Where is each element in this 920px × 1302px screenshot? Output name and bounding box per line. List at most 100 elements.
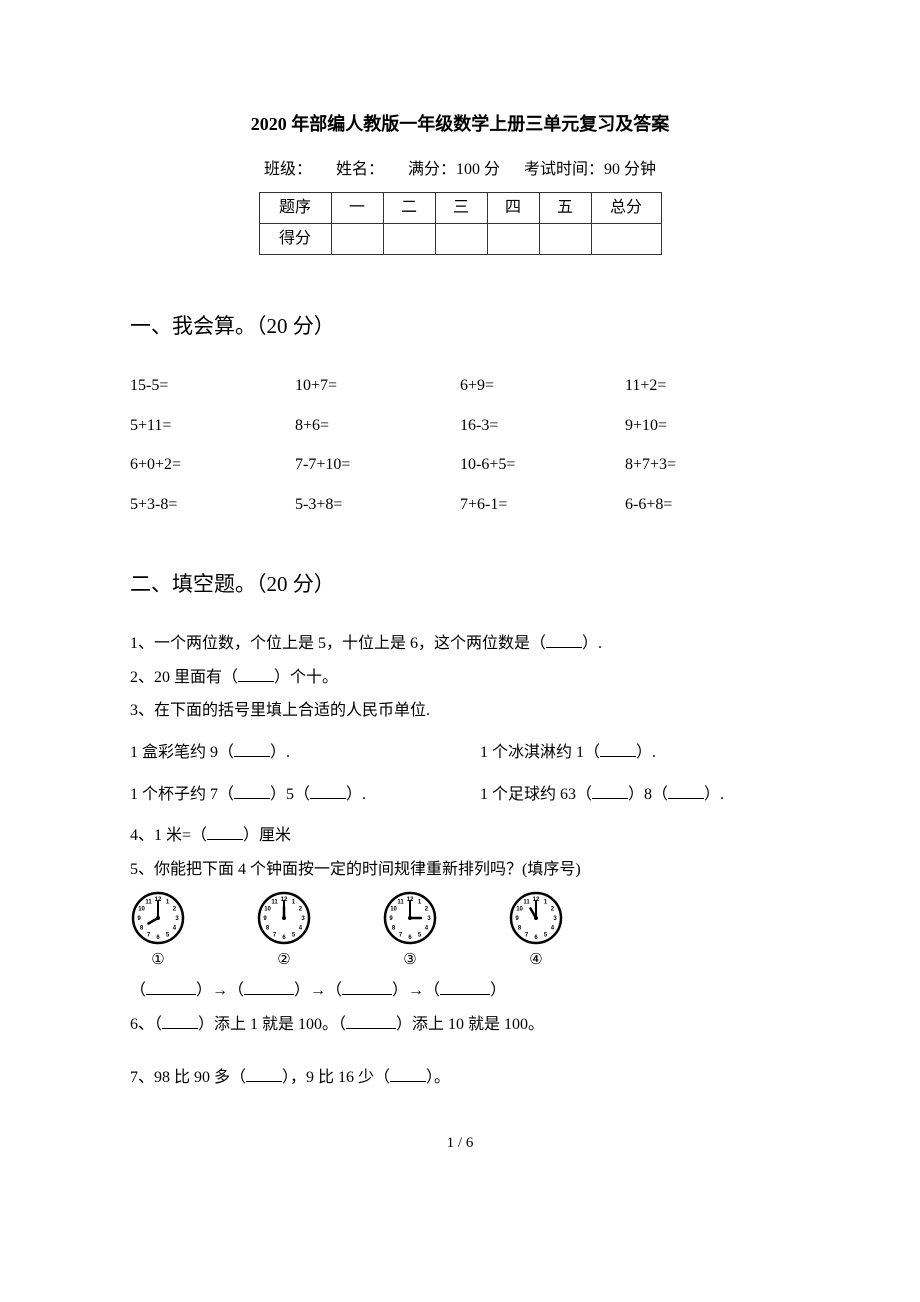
score-cell xyxy=(591,223,661,254)
calc-problem: 5-3+8= xyxy=(295,492,460,518)
q3a-tail: ）. xyxy=(270,744,290,761)
row-label: 题序 xyxy=(259,193,331,224)
q3b-tail: ）. xyxy=(636,744,656,761)
arrow: ）→（ xyxy=(392,982,440,999)
calc-problem: 6+9= xyxy=(460,373,625,399)
q1-tail: ）. xyxy=(582,635,602,652)
calc-problem: 6-6+8= xyxy=(625,492,790,518)
blank xyxy=(342,979,392,995)
q1-text: 1、一个两位数，个位上是 5，十位上是 6，这个两位数是（ xyxy=(130,635,546,652)
section2-heading: 二、填空题。（20 分） xyxy=(130,568,790,602)
calc-grid: 15-5= 10+7= 6+9= 11+2= 5+11= 8+6= 16-3= … xyxy=(130,373,790,517)
calc-problem: 6+0+2= xyxy=(130,452,295,478)
arrow: ）→（ xyxy=(196,982,244,999)
blank xyxy=(146,979,196,995)
q4: 4、1 米=（）厘米 xyxy=(130,823,790,849)
svg-text:11: 11 xyxy=(271,900,278,906)
score-cell xyxy=(487,223,539,254)
blank xyxy=(346,1013,396,1029)
clock-label: ③ xyxy=(382,948,438,972)
blank xyxy=(234,741,270,757)
q2-tail: ）个十。 xyxy=(274,669,338,686)
calc-problem: 15-5= xyxy=(130,373,295,399)
col-header: 四 xyxy=(487,193,539,224)
calc-problem: 8+7+3= xyxy=(625,452,790,478)
q7-tail: ）。 xyxy=(426,1069,450,1086)
col-header: 一 xyxy=(331,193,383,224)
class-label: 班级： xyxy=(264,161,312,178)
col-header: 总分 xyxy=(591,193,661,224)
q4-text: 4、1 米=（ xyxy=(130,827,207,844)
q6-pre: 6、（ xyxy=(130,1016,162,1033)
clock-3: 121234567891011 ③ xyxy=(382,890,438,972)
calc-problem: 5+3-8= xyxy=(130,492,295,518)
q3d-tail: ）. xyxy=(704,786,724,803)
name-label: 姓名： xyxy=(336,161,384,178)
svg-text:10: 10 xyxy=(264,907,271,913)
paren-close: ） xyxy=(490,982,506,999)
order-line: （）→（）→（）→（） xyxy=(130,978,790,1004)
svg-text:10: 10 xyxy=(138,907,145,913)
clock-icon: 121234567891011 xyxy=(130,890,186,946)
blank xyxy=(246,1066,282,1082)
q3a: 1 盒彩笔约 9（）. xyxy=(130,740,440,766)
clock-1: 121234567891011 ① xyxy=(130,890,186,972)
page-number: 1 / 6 xyxy=(130,1131,790,1155)
clock-label: ④ xyxy=(508,948,564,972)
q3c-tail: ）. xyxy=(346,786,366,803)
svg-text:11: 11 xyxy=(523,900,530,906)
blank xyxy=(207,824,243,840)
q7-pre: 7、98 比 90 多（ xyxy=(130,1069,246,1086)
score-cell xyxy=(383,223,435,254)
q3d-pre: 1 个足球约 63（ xyxy=(480,786,592,803)
blank xyxy=(546,632,582,648)
q6: 6、（ ）添上 1 就是 100。（ ）添上 10 就是 100。 xyxy=(130,1012,790,1038)
blank xyxy=(162,1013,198,1029)
clock-2: 121234567891011 ② xyxy=(256,890,312,972)
calc-problem: 16-3= xyxy=(460,413,625,439)
calc-problem: 7-7+10= xyxy=(295,452,460,478)
calc-problem: 11+2= xyxy=(625,373,790,399)
q3b: 1 个冰淇淋约 1（ ）. xyxy=(480,740,790,766)
meta-line: 班级： 姓名： 满分：100 分 考试时间：90 分钟 xyxy=(130,157,790,183)
q3d-mid: ）8（ xyxy=(628,786,668,803)
q3c: 1 个杯子约 7（）5（）. xyxy=(130,782,440,808)
q3: 3、在下面的括号里填上合适的人民币单位. xyxy=(130,698,790,724)
col-header: 二 xyxy=(383,193,435,224)
q6-tail: ）添上 10 就是 100。 xyxy=(396,1016,544,1033)
calc-problem: 9+10= xyxy=(625,413,790,439)
clocks-row: 121234567891011 ① 121234567891011 ② 1212… xyxy=(130,890,790,972)
q2: 2、20 里面有（ ）个十。 xyxy=(130,665,790,691)
calc-problem: 10+7= xyxy=(295,373,460,399)
col-header: 三 xyxy=(435,193,487,224)
clock-icon: 121234567891011 xyxy=(508,890,564,946)
document-title: 2020 年部编人教版一年级数学上册三单元复习及答案 xyxy=(130,110,790,139)
svg-text:10: 10 xyxy=(516,907,523,913)
q7-mid: ），9 比 16 少（ xyxy=(282,1069,390,1086)
svg-text:11: 11 xyxy=(397,900,404,906)
q3d: 1 个足球约 63（ ）8（ ）. xyxy=(480,782,790,808)
score-table: 题序 一 二 三 四 五 总分 得分 xyxy=(259,192,662,254)
score-cell xyxy=(539,223,591,254)
col-header: 五 xyxy=(539,193,591,224)
calc-problem: 5+11= xyxy=(130,413,295,439)
table-row: 得分 xyxy=(259,223,661,254)
q3-row2: 1 个杯子约 7（）5（）. 1 个足球约 63（）8（）. xyxy=(130,774,790,816)
q2-text: 2、20 里面有（ xyxy=(130,669,238,686)
calc-problem: 8+6= xyxy=(295,413,460,439)
clock-icon: 121234567891011 xyxy=(382,890,438,946)
svg-text:10: 10 xyxy=(390,907,397,913)
q3c-mid: ）5（ xyxy=(270,786,310,803)
blank xyxy=(390,1066,426,1082)
blank xyxy=(600,741,636,757)
q6-mid: ）添上 1 就是 100。（ xyxy=(198,1016,346,1033)
q3-row1: 1 盒彩笔约 9（）. 1 个冰淇淋约 1（ ）. xyxy=(130,732,790,774)
blank xyxy=(440,979,490,995)
q1: 1、一个两位数，个位上是 5，十位上是 6，这个两位数是（ ）. xyxy=(130,631,790,657)
full-score-label: 满分：100 分 xyxy=(408,161,500,178)
blank xyxy=(238,666,274,682)
q3b-pre: 1 个冰淇淋约 1（ xyxy=(480,744,600,761)
score-cell xyxy=(435,223,487,254)
calc-problem: 7+6-1= xyxy=(460,492,625,518)
section1-heading: 一、我会算。（20 分） xyxy=(130,310,790,344)
